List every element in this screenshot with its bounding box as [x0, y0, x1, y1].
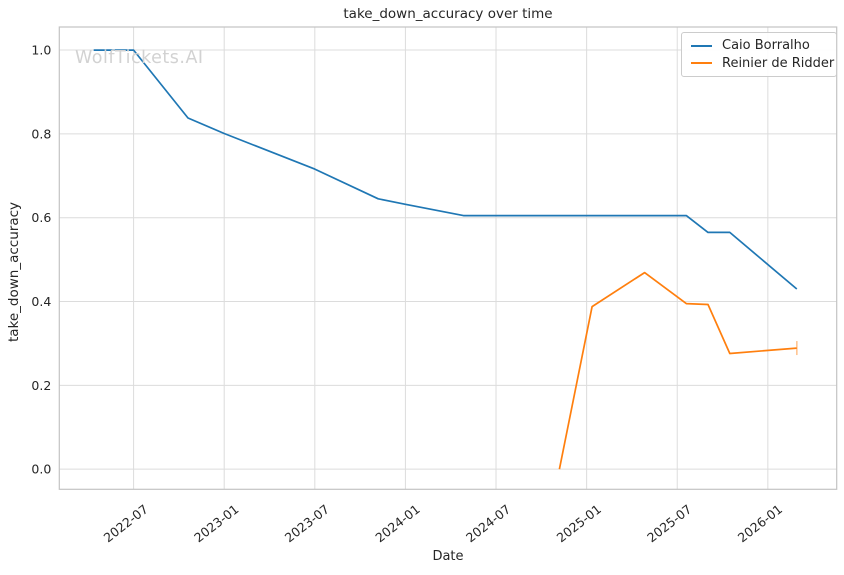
y-tick-label: 0.4: [31, 294, 51, 309]
y-tick-label: 0.0: [31, 462, 51, 477]
y-tick-label: 0.8: [31, 126, 51, 141]
x-tick-label: 2024-01: [372, 501, 422, 545]
series-line-caio-borralho: [93, 49, 798, 290]
x-tick-label: 2023-07: [282, 501, 332, 545]
y-tick-label: 0.6: [31, 210, 51, 225]
legend-line-swatch: [691, 62, 712, 65]
axes-border: [58, 26, 838, 490]
y-tick-label: 1.0: [31, 43, 51, 58]
legend-line-swatch: [691, 44, 712, 47]
x-tick-label: 2025-01: [554, 501, 604, 545]
legend-label: Reinier de Ridder: [722, 55, 835, 71]
x-tick-label: 2022-07: [101, 501, 151, 545]
legend-label: Caio Borralho: [722, 38, 810, 54]
chart-title: take_down_accuracy over time: [343, 6, 553, 22]
watermark: WolfTickets.AI: [75, 48, 204, 68]
legend-item-caio-borralho: Caio Borralho: [691, 38, 827, 53]
x-tick-label: 2024-07: [463, 501, 513, 545]
x-axis-label: Date: [432, 549, 464, 564]
y-tick-label: 0.2: [31, 378, 51, 393]
y-axis-label: take_down_accuracy: [6, 201, 22, 343]
x-tick-label: 2026-01: [735, 501, 785, 545]
legend-item-reinier-de-ridder: Reinier de Ridder: [691, 56, 834, 71]
x-tick-label: 2025-07: [644, 501, 694, 545]
legend: Caio Borralho Reinier de Ridder: [681, 32, 837, 77]
x-tick-label: 2023-01: [191, 501, 241, 545]
series-line-reinier-de-ridder: [558, 271, 797, 470]
